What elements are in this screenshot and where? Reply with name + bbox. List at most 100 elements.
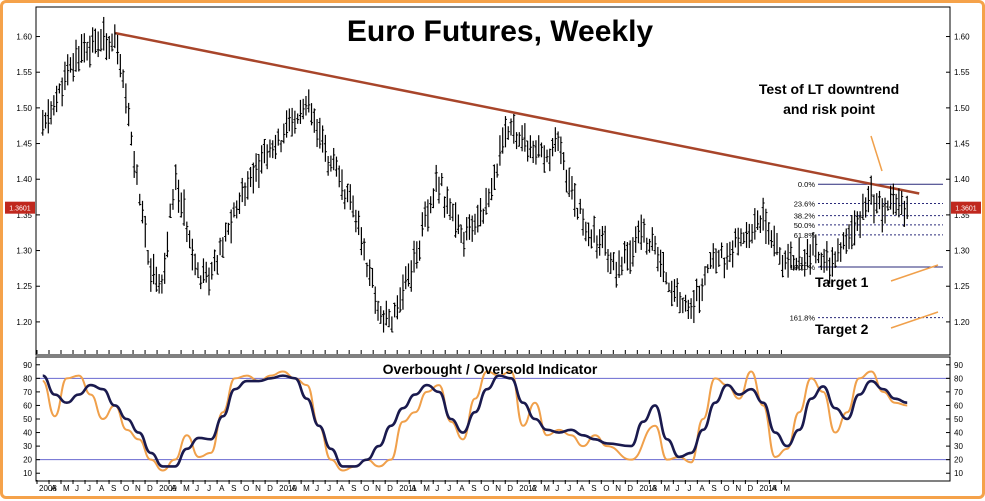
x-tick-label: J	[87, 484, 91, 493]
x-tick-label: N	[255, 484, 261, 493]
annotation-target1-pointer	[890, 264, 939, 282]
indicator-tick-label-right: 10	[954, 469, 963, 478]
indicator-tick-label-left: 50	[23, 415, 32, 424]
price-tick-label-right: 1.55	[954, 68, 970, 77]
price-tick-label-right: 1.45	[954, 140, 970, 149]
x-tick-label: O	[483, 484, 489, 493]
x-tick-label: M	[663, 484, 670, 493]
x-tick-label: J	[315, 484, 319, 493]
price-tick-label-left: 1.50	[16, 104, 32, 113]
indicator-tick-label-right: 90	[954, 361, 963, 370]
x-tick-label: J	[327, 484, 331, 493]
fib-level-label: 38.2%	[794, 212, 816, 221]
x-tick-label: M	[783, 484, 790, 493]
x-tick-label: S	[111, 484, 116, 493]
x-tick-label: S	[591, 484, 596, 493]
fib-level-label: 161.8%	[790, 314, 816, 323]
x-tick-label: A	[219, 484, 225, 493]
x-tick-label: D	[747, 484, 753, 493]
price-tick-label-right: 1.30	[954, 247, 970, 256]
x-tick-label: J	[687, 484, 691, 493]
fib-level-label: 23.6%	[794, 199, 816, 208]
price-tick-label-left: 1.60	[16, 33, 32, 42]
annotation-target2-pointer	[890, 311, 939, 329]
x-tick-label: S	[231, 484, 236, 493]
price-tick-label-right: 1.35	[954, 211, 970, 220]
price-tick-label-left: 1.30	[16, 247, 32, 256]
x-tick-label: O	[123, 484, 129, 493]
x-tick-label: O	[243, 484, 249, 493]
indicator-tick-label-left: 10	[23, 469, 32, 478]
downtrend-line	[114, 31, 920, 195]
annotation-target2: Target 2	[815, 321, 869, 337]
price-tick-label-right: 1.25	[954, 282, 970, 291]
x-tick-label: J	[567, 484, 571, 493]
x-tick-label: 2012	[519, 484, 537, 493]
annotation-test-line1: Test of LT downtrend	[759, 81, 899, 97]
x-tick-label: M	[303, 484, 310, 493]
fib-level-label: 0.0%	[798, 180, 815, 189]
x-tick-label: N	[495, 484, 501, 493]
price-tick-label-right: 1.20	[954, 318, 970, 327]
x-tick-label: N	[615, 484, 621, 493]
x-tick-label: D	[147, 484, 153, 493]
x-tick-label: M	[543, 484, 550, 493]
x-tick-label: A	[339, 484, 345, 493]
x-tick-label: N	[135, 484, 141, 493]
indicator-tick-label-right: 60	[954, 401, 963, 410]
x-tick-label: D	[627, 484, 633, 493]
indicator-tick-label-right: 40	[954, 429, 963, 438]
annotation-test-line2: and risk point	[783, 101, 875, 117]
x-tick-label: J	[195, 484, 199, 493]
x-tick-label: S	[351, 484, 356, 493]
x-tick-label: N	[375, 484, 381, 493]
indicator-fast-line	[41, 370, 908, 472]
x-tick-label: D	[267, 484, 273, 493]
annotation-target1: Target 1	[815, 274, 869, 290]
x-tick-label: D	[387, 484, 393, 493]
price-tick-label-left: 1.45	[16, 140, 32, 149]
x-tick-label: O	[723, 484, 729, 493]
x-tick-label: S	[711, 484, 716, 493]
x-tick-label: A	[411, 484, 417, 493]
x-tick-label: A	[51, 484, 57, 493]
x-tick-label: J	[675, 484, 679, 493]
price-tick-label-left: 1.40	[16, 175, 32, 184]
price-tick-label-right: 1.50	[954, 104, 970, 113]
x-tick-label: A	[699, 484, 705, 493]
x-tick-label: 2008	[39, 484, 57, 493]
indicator-tick-label-right: 80	[954, 374, 963, 383]
price-tick-label-left: 1.20	[16, 318, 32, 327]
annotation-test-pointer	[870, 135, 883, 172]
x-tick-label: 2011	[399, 484, 417, 493]
x-tick-label: 2014	[759, 484, 777, 493]
x-tick-label: O	[363, 484, 369, 493]
x-tick-label: S	[471, 484, 476, 493]
indicator-tick-label-right: 30	[954, 442, 963, 451]
x-tick-label: M	[423, 484, 430, 493]
x-tick-label: A	[651, 484, 657, 493]
indicator-slow-line	[42, 374, 908, 468]
indicator-tick-label-right: 20	[954, 456, 963, 465]
indicator-tick-label-left: 90	[23, 361, 32, 370]
fib-level-label: 61.8%	[794, 231, 816, 240]
price-tick-label-right: 1.60	[954, 33, 970, 42]
indicator-tick-label-left: 20	[23, 456, 32, 465]
x-tick-label: A	[531, 484, 537, 493]
x-tick-label: M	[63, 484, 70, 493]
x-tick-label: A	[459, 484, 465, 493]
chart-canvas: 0.0%23.6%38.2%50.0%61.8%100.0%161.8% 1.6…	[5, 6, 981, 493]
x-tick-label: O	[603, 484, 609, 493]
x-tick-label: N	[735, 484, 741, 493]
x-tick-label: 2010	[279, 484, 297, 493]
price-tick-label-left: 1.35	[16, 211, 32, 220]
x-tick-label: J	[447, 484, 451, 493]
x-tick-label: A	[771, 484, 777, 493]
indicator-tick-label-right: 70	[954, 388, 963, 397]
indicator-tick-label-left: 60	[23, 401, 32, 410]
x-tick-label: 2013	[639, 484, 657, 493]
x-tick-label: J	[555, 484, 559, 493]
x-tick-label: A	[579, 484, 585, 493]
x-tick-label: M	[183, 484, 190, 493]
